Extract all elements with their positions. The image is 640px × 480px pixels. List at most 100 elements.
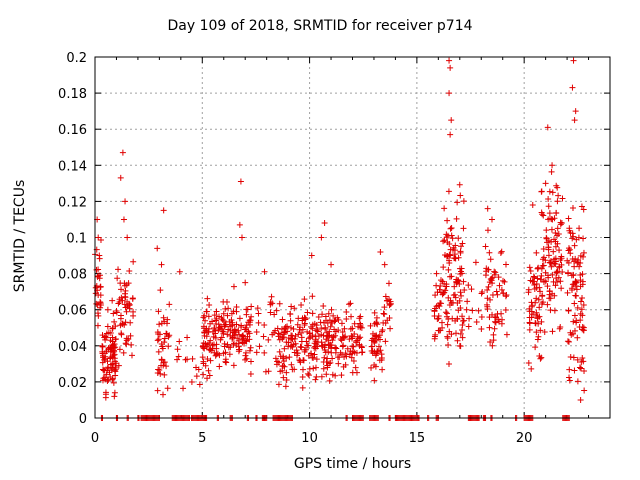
data-point xyxy=(536,353,543,360)
data-point xyxy=(571,300,578,307)
data-point xyxy=(454,315,461,322)
data-point xyxy=(121,321,128,328)
data-point xyxy=(175,353,182,360)
data-point xyxy=(549,271,556,278)
data-point xyxy=(246,347,253,354)
data-point xyxy=(573,292,580,299)
data-point xyxy=(444,217,451,224)
data-point xyxy=(231,332,238,339)
data-point xyxy=(111,367,118,374)
data-point xyxy=(220,318,227,325)
data-point xyxy=(465,282,472,289)
data-point xyxy=(530,311,537,318)
data-point xyxy=(578,306,585,313)
data-point xyxy=(537,288,544,295)
data-point xyxy=(451,251,458,258)
data-point xyxy=(156,331,163,338)
data-point xyxy=(488,275,495,282)
data-point xyxy=(440,289,447,296)
data-point xyxy=(328,349,335,356)
data-point xyxy=(491,268,498,275)
data-point xyxy=(119,297,126,304)
data-point xyxy=(537,355,544,362)
data-point xyxy=(205,367,212,374)
data-point xyxy=(441,237,448,244)
data-point xyxy=(226,351,233,358)
data-point xyxy=(99,366,106,373)
data-point xyxy=(163,331,170,338)
data-point xyxy=(490,331,497,338)
y-tick-label: 0.06 xyxy=(58,304,87,319)
data-point xyxy=(580,206,587,213)
data-point xyxy=(452,242,459,249)
data-point xyxy=(498,286,505,293)
data-point xyxy=(110,379,117,386)
data-point xyxy=(543,234,550,241)
data-point xyxy=(449,246,456,253)
data-point xyxy=(488,216,495,223)
data-point xyxy=(106,369,113,376)
data-point xyxy=(556,247,563,254)
data-point xyxy=(552,258,559,265)
data-point xyxy=(160,391,167,398)
data-point xyxy=(451,291,458,298)
data-point xyxy=(375,343,382,350)
data-point xyxy=(298,344,305,351)
data-point xyxy=(492,319,499,326)
data-point xyxy=(166,301,173,308)
data-point xyxy=(445,188,452,195)
data-point xyxy=(446,90,453,97)
data-point xyxy=(486,249,493,256)
data-point xyxy=(161,335,168,342)
data-point xyxy=(164,385,171,392)
data-point xyxy=(525,286,532,293)
data-point xyxy=(338,320,345,327)
data-point xyxy=(491,271,498,278)
data-point xyxy=(215,326,222,333)
y-tick-label: 0.08 xyxy=(58,268,87,283)
data-point xyxy=(466,315,473,322)
data-point xyxy=(332,332,339,339)
data-point xyxy=(123,281,130,288)
data-point xyxy=(299,373,306,380)
data-point xyxy=(337,336,344,343)
data-point xyxy=(130,308,137,315)
data-point xyxy=(343,353,350,360)
data-point xyxy=(105,364,112,371)
data-point xyxy=(247,344,254,351)
data-point xyxy=(102,376,109,383)
data-point xyxy=(576,225,583,232)
data-point xyxy=(93,300,100,307)
data-point xyxy=(287,317,294,324)
data-point xyxy=(382,293,389,300)
data-point xyxy=(538,265,545,272)
data-point xyxy=(347,325,354,332)
data-point xyxy=(534,314,541,321)
data-point xyxy=(579,278,586,285)
data-point xyxy=(338,372,345,379)
data-point xyxy=(279,316,286,323)
data-point xyxy=(571,117,578,124)
data-point xyxy=(248,313,255,320)
data-point xyxy=(163,363,170,370)
data-point xyxy=(326,377,333,384)
data-point xyxy=(438,319,445,326)
data-point xyxy=(484,287,491,294)
data-point xyxy=(180,385,187,392)
data-point xyxy=(304,328,311,335)
data-point xyxy=(129,295,136,302)
data-point xyxy=(161,371,168,378)
data-point xyxy=(433,282,440,289)
data-point xyxy=(570,271,577,278)
data-point xyxy=(570,281,577,288)
data-point xyxy=(495,274,502,281)
data-point xyxy=(103,330,110,337)
data-point xyxy=(459,334,466,341)
data-point xyxy=(440,264,447,271)
data-point xyxy=(279,335,286,342)
data-point xyxy=(116,346,123,353)
data-point xyxy=(283,355,290,362)
data-point xyxy=(348,313,355,320)
data-point xyxy=(154,245,161,252)
data-point xyxy=(447,131,454,138)
